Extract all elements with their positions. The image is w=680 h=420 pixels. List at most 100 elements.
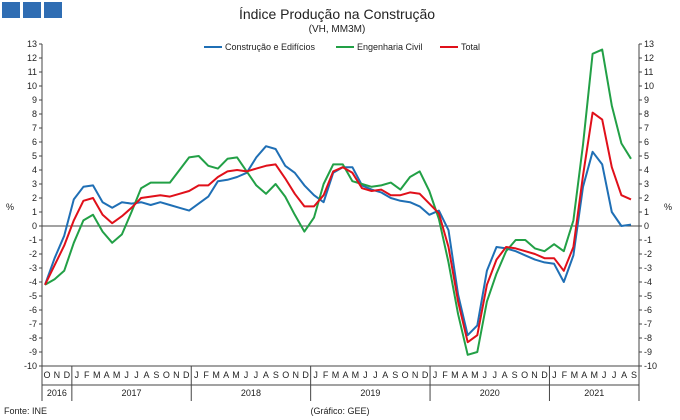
x-tick-label: M bbox=[93, 370, 101, 380]
x-tick-label: J bbox=[373, 370, 378, 380]
x-tick-label: D bbox=[541, 370, 548, 380]
x-tick-label: O bbox=[163, 370, 170, 380]
y-tick-label: -6 bbox=[29, 305, 37, 315]
x-tick-label: A bbox=[621, 370, 627, 380]
x-tick-label: M bbox=[332, 370, 340, 380]
legend-item-engenharia: Engenharia Civil bbox=[336, 42, 423, 52]
x-tick-label: A bbox=[462, 370, 468, 380]
x-tick-label: J bbox=[602, 370, 607, 380]
legend-item-construcao: Construção e Edifícios bbox=[204, 42, 316, 52]
x-tick-label: J bbox=[134, 370, 139, 380]
chart-subtitle: (VH, MM3M) bbox=[309, 24, 366, 35]
y-tick-label: -3 bbox=[644, 263, 652, 273]
x-tick-label: M bbox=[571, 370, 579, 380]
year-label: 2016 bbox=[47, 388, 67, 398]
y-tick-label: 6 bbox=[32, 137, 37, 147]
x-tick-label: J bbox=[244, 370, 249, 380]
y-tick-label: 2 bbox=[644, 193, 649, 203]
y-tick-label: -9 bbox=[29, 347, 37, 357]
x-tick-label: F bbox=[442, 370, 448, 380]
y-tick-label: 10 bbox=[644, 81, 654, 91]
y-tick-label: -1 bbox=[644, 235, 652, 245]
x-tick-label: F bbox=[203, 370, 209, 380]
x-tick-label: N bbox=[531, 370, 538, 380]
series-lines bbox=[44, 48, 632, 356]
logo-square bbox=[2, 2, 20, 18]
x-tick-label: N bbox=[173, 370, 180, 380]
y-tick-label: 7 bbox=[32, 123, 37, 133]
x-tick-label: A bbox=[104, 370, 110, 380]
x-tick-label: S bbox=[392, 370, 398, 380]
x-tick-label: A bbox=[143, 370, 149, 380]
y-tick-label: -9 bbox=[644, 347, 652, 357]
y-tick-label: -8 bbox=[29, 333, 37, 343]
x-tick-label: O bbox=[43, 370, 50, 380]
y-tick-label: 5 bbox=[644, 151, 649, 161]
x-tick-label: F bbox=[84, 370, 90, 380]
year-label: 2019 bbox=[360, 388, 380, 398]
x-tick-label: O bbox=[521, 370, 528, 380]
y-tick-label: 0 bbox=[644, 221, 649, 231]
year-label: 2017 bbox=[122, 388, 142, 398]
y-tick-label: 1 bbox=[32, 207, 37, 217]
y-tick-label: 4 bbox=[32, 165, 37, 175]
y-tick-label: -8 bbox=[644, 333, 652, 343]
x-tick-label: F bbox=[323, 370, 329, 380]
chart-title: Índice Produção na Construção bbox=[239, 6, 435, 22]
x-tick-label: D bbox=[422, 370, 429, 380]
y-tick-label: 9 bbox=[32, 95, 37, 105]
y-tick-label: -4 bbox=[29, 277, 37, 287]
y-tick-label: 12 bbox=[27, 53, 37, 63]
y-tick-label: 8 bbox=[644, 109, 649, 119]
x-tick-label: N bbox=[292, 370, 299, 380]
x-tick-label: M bbox=[471, 370, 479, 380]
y-tick-label: -10 bbox=[644, 361, 657, 371]
y-tick-label: 3 bbox=[32, 179, 37, 189]
logo-square bbox=[44, 2, 62, 18]
source-note: Fonte: INE bbox=[4, 406, 47, 416]
x-tick-label: O bbox=[282, 370, 289, 380]
x-tick-label: A bbox=[382, 370, 388, 380]
x-tick-label: J bbox=[612, 370, 617, 380]
y-tick-label: -6 bbox=[644, 305, 652, 315]
legend-label: Engenharia Civil bbox=[357, 42, 423, 52]
legend: Construção e Edifícios Engenharia Civil … bbox=[204, 42, 480, 52]
logo-square bbox=[23, 2, 41, 18]
x-tick-label: J bbox=[75, 370, 80, 380]
chart-credit: (Gráfico: GEE) bbox=[310, 406, 369, 416]
x-tick-label: D bbox=[64, 370, 71, 380]
series-line-total bbox=[44, 111, 632, 344]
x-tick-label: J bbox=[254, 370, 259, 380]
y-tick-label: 8 bbox=[32, 109, 37, 119]
y-tick-label: 12 bbox=[644, 53, 654, 63]
y-tick-label: -2 bbox=[644, 249, 652, 259]
legend-label: Construção e Edifícios bbox=[225, 42, 316, 52]
y-tick-label: 2 bbox=[32, 193, 37, 203]
x-tick-label: O bbox=[402, 370, 409, 380]
x-tick-label: S bbox=[512, 370, 518, 380]
x-tick-label: N bbox=[54, 370, 61, 380]
y-tick-label: -1 bbox=[29, 235, 37, 245]
x-tick-label: M bbox=[113, 370, 121, 380]
y-tick-label: 0 bbox=[32, 221, 37, 231]
y-tick-label: 7 bbox=[644, 123, 649, 133]
x-tick-label: M bbox=[590, 370, 598, 380]
y-tick-label: -5 bbox=[29, 291, 37, 301]
x-tick-label: J bbox=[492, 370, 497, 380]
x-tick-label: A bbox=[581, 370, 587, 380]
legend-label: Total bbox=[461, 42, 480, 52]
three-blue-squares-logo-icon bbox=[2, 2, 62, 18]
y-tick-label: -5 bbox=[644, 291, 652, 301]
year-label: 2018 bbox=[241, 388, 261, 398]
x-tick-label: J bbox=[552, 370, 557, 380]
y-tick-label: 13 bbox=[27, 39, 37, 49]
x-tick-label: J bbox=[483, 370, 488, 380]
series-line-engenharia-civil bbox=[44, 48, 632, 356]
legend-item-total: Total bbox=[440, 42, 480, 52]
x-tick-label: D bbox=[183, 370, 190, 380]
x-tick-label: S bbox=[631, 370, 637, 380]
y-tick-label: 9 bbox=[644, 95, 649, 105]
